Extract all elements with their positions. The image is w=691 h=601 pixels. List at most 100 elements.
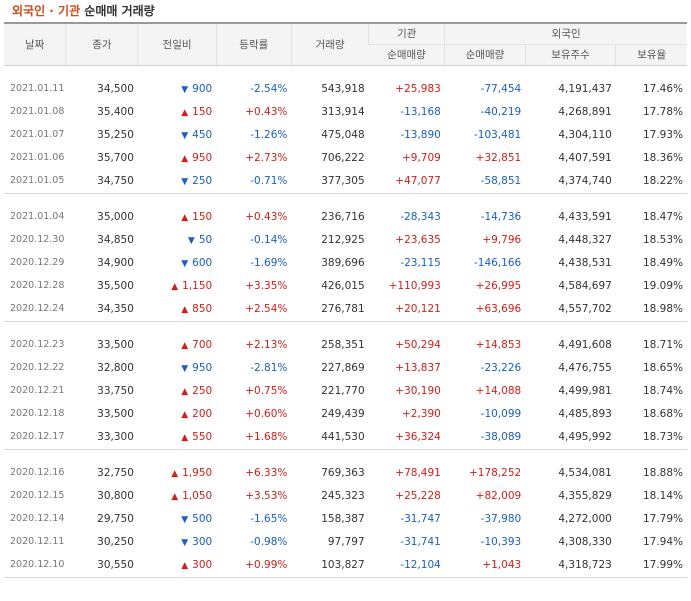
close-cell: 34,750 — [97, 175, 134, 187]
separator-cell — [4, 65, 687, 78]
triangle-down-icon: ▼ — [181, 514, 189, 525]
triangle-down-icon: ▼ — [181, 84, 189, 95]
foreign-net-cell: -38,089 — [480, 431, 522, 443]
close-cell: 34,350 — [97, 303, 134, 315]
volume-cell: 158,387 — [321, 513, 365, 525]
rate-cell: -0.71% — [250, 175, 288, 187]
foreign-ratio-cell: 19.09% — [642, 280, 683, 292]
foreign-holdings-cell: 4,476,755 — [558, 362, 612, 374]
group-separator — [4, 320, 687, 334]
volume-cell: 313,914 — [321, 106, 365, 118]
change-value: 200 — [192, 407, 213, 420]
close-cell: 35,000 — [97, 211, 134, 223]
rate-cell: +0.43% — [245, 106, 288, 118]
date-cell: 2020.12.24 — [10, 303, 65, 314]
table-row: 2020.12.15 30,800 ▲ 1,050 +3.53% 245,323 +25,2… — [4, 485, 687, 508]
foreign-ratio-cell: 18.49% — [642, 257, 683, 269]
foreign-holdings-cell: 4,304,110 — [558, 129, 612, 141]
title-rest: 순매매 거래량 — [80, 4, 155, 18]
change-cell: ▼ 300 — [138, 531, 216, 554]
table-row: 2020.12.16 32,750 ▲ 1,950 +6.33% 769,363 +78,4… — [4, 462, 687, 485]
change-value: 150 — [192, 105, 213, 118]
foreign-net-cell: -58,851 — [480, 175, 522, 187]
change-value: 850 — [192, 302, 213, 315]
table-row: 2020.12.21 33,750 ▲ 250 +0.75% 221,770 +30,190… — [4, 380, 687, 403]
date-cell: 2021.01.11 — [10, 83, 65, 94]
institution-net-cell: +30,190 — [395, 385, 441, 397]
table-body: 2021.01.11 34,500 ▼ 900 -2.54% 543,918 +25,983… — [4, 65, 687, 578]
rate-cell: +0.75% — [245, 385, 288, 397]
foreign-net-cell: +14,088 — [475, 385, 522, 397]
institution-net-cell: +25,228 — [395, 490, 441, 502]
change-value: 450 — [192, 128, 213, 141]
foreign-ratio-cell: 18.74% — [642, 385, 683, 397]
rate-cell: -2.54% — [250, 83, 288, 95]
table-row: 2021.01.07 35,250 ▼ 450 -1.26% 475,048 -13,890… — [4, 124, 687, 147]
rate-cell: -1.26% — [250, 129, 288, 141]
foreign-net-cell: -40,219 — [480, 106, 522, 118]
foreign-holdings-cell: 4,355,829 — [558, 490, 612, 502]
table-row: 2020.12.30 34,850 ▼ 50 -0.14% 212,925 +23,635 +… — [4, 229, 687, 252]
triangle-down-icon: ▼ — [187, 235, 195, 246]
volume-cell: 258,351 — [321, 339, 365, 351]
rate-cell: -1.65% — [250, 513, 288, 525]
foreign-net-cell: -10,099 — [480, 408, 522, 420]
foreign-net-cell: +26,995 — [475, 280, 522, 292]
change-cell: ▼ 50 — [138, 229, 216, 252]
change-cell: ▲ 850 — [138, 298, 216, 322]
header-change: 전일비 — [137, 22, 217, 66]
date-cell: 2021.01.08 — [10, 106, 65, 117]
foreign-net-cell: -146,166 — [473, 257, 522, 269]
header-foreign-holdings: 보유주수 — [524, 44, 616, 66]
volume-cell: 103,827 — [291, 553, 369, 578]
volume-cell: 227,869 — [321, 362, 365, 374]
foreign-holdings-cell: 4,495,992 — [558, 431, 612, 443]
change-cell: ▼ 250 — [138, 170, 216, 194]
foreign-net-cell: -77,454 — [480, 83, 522, 95]
change-cell: ▲ 200 — [138, 403, 216, 426]
table-row: 2020.12.17 33,300 ▲ 550 +1.68% 441,530 +36,324… — [4, 426, 687, 450]
change-cell: ▲ 1,150 — [138, 275, 216, 298]
rate-cell: +2.54% — [245, 303, 288, 315]
foreign-holdings-cell: 4,308,330 — [558, 536, 612, 548]
table-row: 2020.12.28 35,500 ▲ 1,150 +3.35% 426,015 +110,… — [4, 275, 687, 298]
header-rate: 등락률 — [215, 22, 292, 66]
foreign-holdings-cell: 4,433,591 — [558, 211, 612, 223]
triangle-up-icon: ▲ — [181, 212, 189, 223]
table-row: 2020.12.24 34,350 ▲ 850 +2.54% 276,781 +20,121… — [4, 298, 687, 322]
rate-cell: +0.43% — [245, 211, 288, 223]
triangle-down-icon: ▼ — [181, 258, 189, 269]
institution-net-cell: -13,168 — [400, 106, 441, 118]
date-cell: 2020.12.10 — [4, 553, 66, 578]
foreign-ratio-cell: 18.53% — [642, 234, 683, 246]
close-cell: 34,900 — [97, 257, 134, 269]
foreign-holdings-cell: 4,374,740 — [558, 175, 612, 187]
institution-net-cell: +36,324 — [395, 431, 441, 443]
rate-cell: +2.13% — [245, 339, 288, 351]
rate-cell: -1.69% — [250, 257, 288, 269]
separator-cell — [4, 448, 687, 462]
rate-cell: +6.33% — [245, 467, 288, 479]
date-cell: 2021.01.05 — [10, 175, 65, 186]
institution-net-cell: -31,747 — [400, 513, 441, 525]
volume-cell: 426,015 — [321, 280, 365, 292]
foreign-holdings-cell: 4,485,893 — [558, 408, 612, 420]
table-row: 2020.12.14 29,750 ▼ 500 -1.65% 158,387 -31,747… — [4, 508, 687, 531]
institution-net-cell: +23,635 — [395, 234, 441, 246]
volume-cell: 706,222 — [321, 152, 365, 164]
foreign-ratio-cell: 17.46% — [642, 83, 683, 95]
institution-net-cell: +25,983 — [395, 83, 441, 95]
change-value: 950 — [192, 361, 213, 374]
institution-net-cell: -31,741 — [400, 536, 441, 548]
close-cell: 35,400 — [97, 106, 134, 118]
rate-cell: -2.81% — [250, 362, 288, 374]
foreign-holdings-cell: 4,438,531 — [558, 257, 612, 269]
date-cell: 2020.12.29 — [10, 257, 65, 268]
date-cell: 2020.12.21 — [10, 385, 65, 396]
change-cell: ▲ 950 — [138, 147, 216, 170]
table-row: 2021.01.11 34,500 ▼ 900 -2.54% 543,918 +25,983… — [4, 78, 687, 101]
change-cell: ▲ 700 — [138, 334, 216, 357]
foreign-holdings-cell: 4,272,000 — [558, 513, 612, 525]
date-cell: 2020.12.17 — [10, 431, 65, 442]
volume-cell: 389,696 — [321, 257, 365, 269]
